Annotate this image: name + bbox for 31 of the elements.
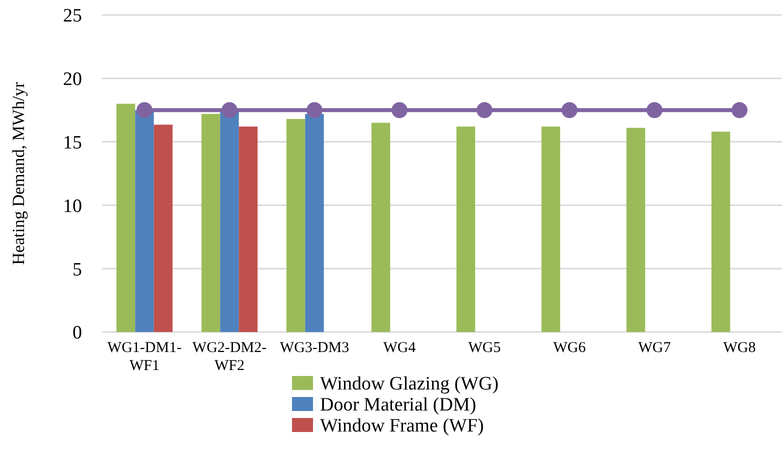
bar (201, 114, 220, 332)
y-tick-label: 15 (63, 132, 82, 154)
bar (626, 128, 646, 332)
bar (456, 126, 476, 332)
bar (371, 122, 390, 332)
y-tick-label: 5 (72, 259, 82, 280)
x-tick-label: WG7 (638, 340, 672, 356)
bar (135, 110, 154, 332)
x-tick-label: WG5 (468, 340, 501, 356)
x-tick-label: WG1-DM1-WF1 (107, 340, 182, 374)
legend-label: Door Material (DM) (320, 394, 476, 416)
x-tick-label: WG8 (723, 340, 756, 356)
bar (286, 118, 306, 332)
y-axis-title: Heating Demand, MWh/yr (9, 82, 28, 265)
bar (220, 110, 239, 332)
y-tick-label: 10 (63, 196, 82, 217)
x-tick-label: WG2-DM2-WF2 (192, 340, 267, 374)
x-tick-label: WG6 (553, 340, 586, 356)
y-tick-label: 0 (72, 322, 82, 344)
bar (711, 132, 730, 332)
bar (305, 114, 324, 332)
bar (116, 104, 136, 332)
legend-label: Window Frame (WF) (320, 416, 484, 437)
bar (154, 124, 173, 332)
x-tick-label: WG4 (383, 340, 416, 356)
bar (238, 126, 258, 332)
legend-label: Window Glazing (WG) (320, 374, 499, 395)
x-tick-label: WG3-DM3 (280, 340, 350, 356)
y-tick-label: 20 (63, 69, 82, 90)
bar (541, 126, 560, 332)
y-tick-label: 25 (63, 6, 82, 27)
